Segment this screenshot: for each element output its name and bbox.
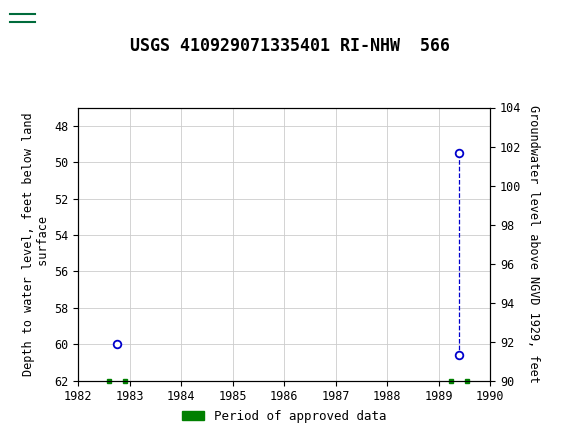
Y-axis label: Groundwater level above NGVD 1929, feet: Groundwater level above NGVD 1929, feet <box>527 105 540 383</box>
Text: USGS 410929071335401 RI-NHW  566: USGS 410929071335401 RI-NHW 566 <box>130 37 450 55</box>
FancyBboxPatch shape <box>8 4 39 31</box>
Legend: Period of approved data: Period of approved data <box>177 405 392 427</box>
Text: USGS: USGS <box>48 9 103 27</box>
Y-axis label: Depth to water level, feet below land
 surface: Depth to water level, feet below land su… <box>22 112 50 376</box>
